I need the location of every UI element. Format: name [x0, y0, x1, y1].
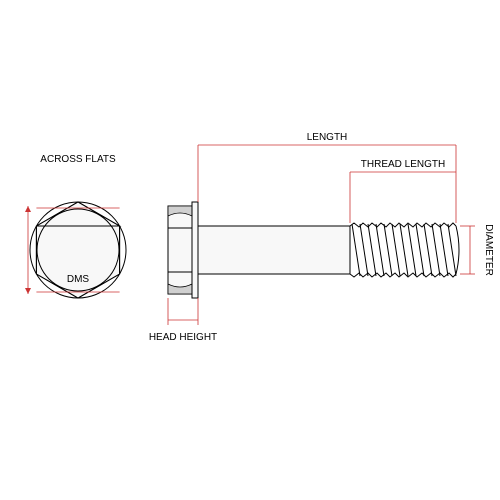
head-height-dimension: HEAD HEIGHT [149, 298, 217, 343]
length-label: LENGTH [307, 132, 348, 143]
thread-length-label: THREAD LENGTH [361, 159, 445, 170]
diameter-label: DIAMETER [483, 224, 494, 276]
dms-label: DMS [67, 274, 90, 285]
thread-length-dimension: THREAD LENGTH [350, 159, 456, 223]
length-dimension: LENGTH [198, 132, 456, 223]
diameter-dimension: DIAMETER [460, 224, 494, 276]
across-flats-label: ACROSS FLATS [40, 154, 116, 165]
hex-front-view: DMS [30, 202, 126, 298]
bolt-side-view [168, 202, 459, 298]
bolt-diagram: DMS ACROSS FLATS [0, 0, 500, 500]
thread-region [350, 223, 459, 277]
head-height-label: HEAD HEIGHT [149, 332, 217, 343]
